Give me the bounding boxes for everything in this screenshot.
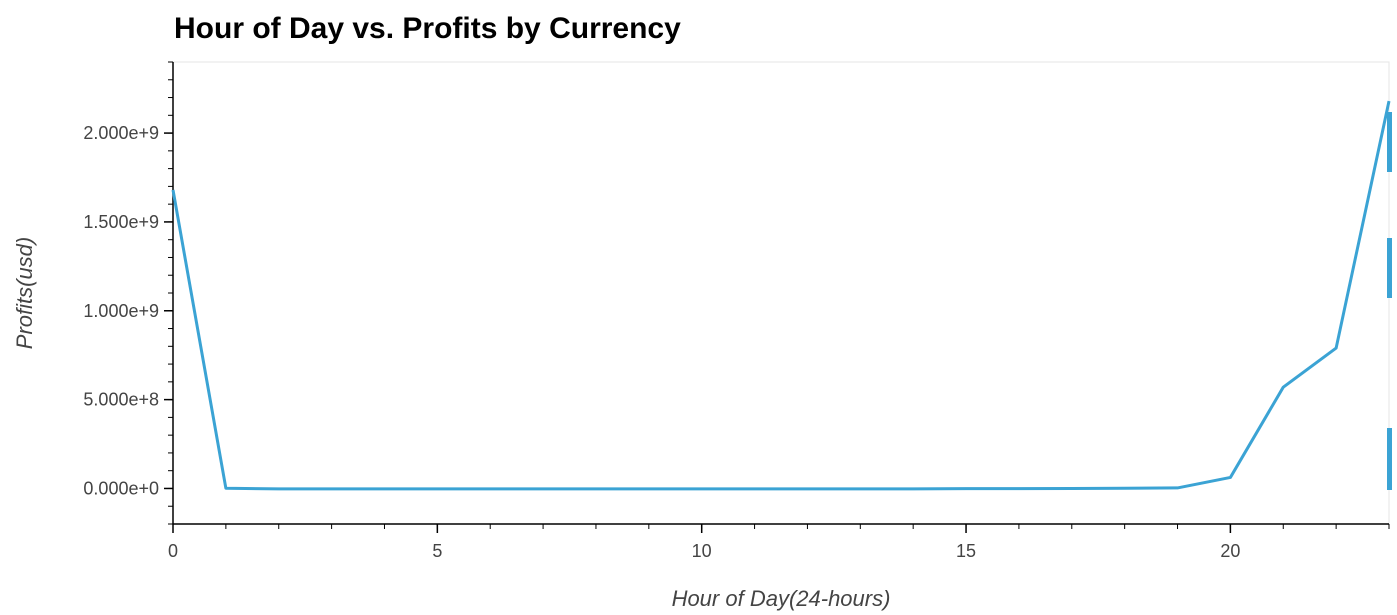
x-tick-label: 10 [692, 541, 712, 561]
toolbar-button-edge[interactable] [1387, 112, 1392, 172]
toolbar-button-edge[interactable] [1387, 428, 1392, 490]
x-axis: 0 5 10 15 20 [168, 523, 1390, 561]
y-tick-label: 1.500e+9 [83, 212, 159, 232]
y-tick-label: 1.000e+9 [83, 301, 159, 321]
y-axis-label: Profits(usd) [12, 237, 37, 349]
y-axis: 0.000e+0 5.000e+8 1.000e+9 1.500e+9 2.000e+9 [83, 61, 174, 525]
toolbar-button-edge[interactable] [1387, 238, 1392, 298]
x-tick-label: 15 [956, 541, 976, 561]
chart-toolbar [1387, 112, 1392, 490]
y-tick-label: 2.000e+9 [83, 123, 159, 143]
series-layer [171, 100, 1391, 491]
y-tick-label: 5.000e+8 [83, 390, 159, 410]
x-tick-label: 5 [432, 541, 442, 561]
y-tick-label: 0.000e+0 [83, 478, 159, 498]
series-line [171, 100, 1391, 491]
plot-area [172, 61, 1390, 525]
x-tick-label: 0 [168, 541, 178, 561]
x-axis-label: Hour of Day(24-hours) [672, 586, 891, 611]
x-tick-label: 20 [1220, 541, 1240, 561]
chart-title: Hour of Day vs. Profits by Currency [174, 12, 681, 45]
